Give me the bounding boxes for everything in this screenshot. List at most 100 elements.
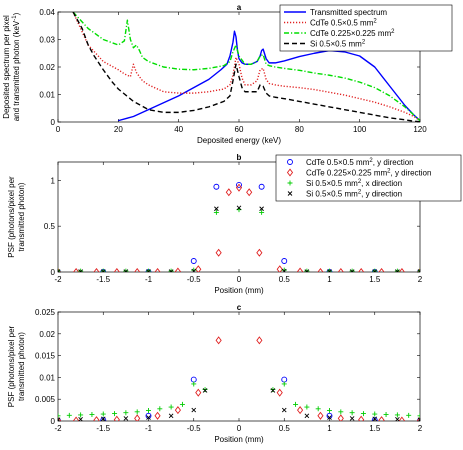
panel-c: -2 -1.5 -1 -0.5 0 0.5 1 1.5 2 0 0.005 0.01 0.015 0.02… bbox=[7, 303, 423, 444]
y-tick-label: 0.01 bbox=[39, 91, 55, 100]
data-point bbox=[191, 407, 197, 413]
legend-label: CdTe 0.225×0.225 mm2, y direction bbox=[306, 169, 431, 178]
data-point bbox=[337, 414, 344, 421]
data-point bbox=[417, 413, 420, 419]
panel-title: b bbox=[237, 153, 242, 162]
data-point bbox=[317, 267, 324, 272]
x-tick-label: -1.5 bbox=[96, 424, 110, 433]
y-tick-label: 0.03 bbox=[39, 36, 55, 45]
data-point bbox=[259, 206, 264, 212]
legend-label-part: Transmitted spectrum bbox=[310, 8, 387, 17]
data-point bbox=[145, 412, 152, 419]
data-point bbox=[202, 387, 208, 393]
legend-label-sup: 2 bbox=[358, 179, 362, 185]
data-point bbox=[58, 417, 61, 421]
legend-box bbox=[275, 154, 462, 202]
data-point bbox=[191, 381, 197, 387]
x-tick-label: 1.5 bbox=[369, 275, 381, 284]
y-axis-label-sup: -1 bbox=[12, 15, 18, 21]
x-tick-label: 60 bbox=[235, 125, 244, 134]
x-tick-label: 0 bbox=[56, 125, 61, 134]
x-tick-label: -1 bbox=[145, 275, 153, 284]
data-point bbox=[100, 417, 107, 421]
data-point bbox=[100, 411, 106, 417]
data-point bbox=[146, 408, 151, 414]
data-point bbox=[73, 267, 80, 272]
y-axis-label-part: and transmitted photon (keV bbox=[12, 20, 21, 121]
data-point bbox=[378, 267, 385, 272]
data-point bbox=[327, 415, 332, 420]
legend-marker bbox=[287, 180, 293, 186]
data-point bbox=[190, 376, 197, 383]
legend-label-sup: 2 bbox=[369, 158, 373, 164]
data-point bbox=[134, 267, 141, 272]
data-point bbox=[270, 387, 276, 393]
data-point bbox=[395, 269, 400, 272]
legend-label-part: , x direction bbox=[361, 179, 402, 188]
x-tick-label: 0 bbox=[237, 424, 242, 433]
data-point bbox=[123, 269, 129, 272]
legend-label-part: Si 0.5×0.5 mm bbox=[310, 40, 362, 49]
y-tick-label: 0.04 bbox=[39, 8, 55, 17]
data-point bbox=[100, 416, 106, 421]
data-point bbox=[246, 188, 253, 197]
data-point bbox=[349, 410, 355, 416]
y-axis-label: PSF (photons/pixel per bbox=[7, 176, 16, 258]
data-point bbox=[191, 267, 197, 272]
x-tick-label: 0.5 bbox=[279, 424, 291, 433]
data-point bbox=[113, 415, 120, 421]
plot-area bbox=[58, 336, 420, 421]
data-point bbox=[338, 409, 344, 415]
legend-label-part: , y direction bbox=[361, 190, 402, 199]
data-point bbox=[304, 413, 310, 419]
data-point bbox=[398, 267, 405, 272]
x-tick-label: 20 bbox=[114, 125, 123, 134]
data-point bbox=[276, 265, 283, 272]
legend-marker bbox=[287, 191, 293, 196]
data-point bbox=[383, 411, 389, 417]
data-point bbox=[134, 409, 140, 415]
data-point bbox=[327, 408, 332, 414]
data-point bbox=[195, 265, 202, 272]
data-point bbox=[78, 269, 83, 272]
y-tick-label: 0.5 bbox=[44, 222, 56, 231]
data-point bbox=[304, 269, 310, 272]
data-point bbox=[215, 336, 222, 345]
y-axis-label: transmitted photon) bbox=[17, 332, 26, 401]
legend-label: Transmitted spectrum bbox=[310, 8, 387, 17]
legend-label-part: Si 0.5×0.5 mm bbox=[306, 190, 358, 199]
legend-label-sup: 2 bbox=[362, 40, 366, 46]
y-tick-label: 0.01 bbox=[39, 373, 55, 382]
data-point bbox=[256, 248, 263, 257]
x-axis-label: Position (mm) bbox=[214, 435, 264, 444]
data-point bbox=[157, 406, 163, 412]
data-point bbox=[358, 415, 365, 421]
data-point bbox=[372, 269, 378, 272]
series-line bbox=[118, 30, 420, 122]
x-tick-label: -2 bbox=[54, 424, 62, 433]
y-tick-label: 0 bbox=[51, 268, 56, 277]
data-point bbox=[154, 267, 161, 272]
data-point bbox=[349, 269, 355, 272]
data-point bbox=[327, 269, 332, 272]
data-point bbox=[89, 411, 95, 417]
y-tick-label: 0 bbox=[51, 118, 56, 127]
y-tick-label: 0.02 bbox=[39, 330, 55, 339]
x-tick-label: -1.5 bbox=[96, 275, 110, 284]
data-point bbox=[113, 267, 120, 272]
data-point bbox=[78, 416, 83, 421]
legend-label-part: CdTe 0.5×0.5 mm bbox=[306, 158, 370, 167]
data-point bbox=[168, 269, 174, 272]
legend-label-part: CdTe 0.225×0.225 mm bbox=[310, 29, 391, 38]
data-point bbox=[58, 268, 61, 272]
x-tick-label: 1 bbox=[327, 424, 332, 433]
data-point bbox=[236, 181, 242, 188]
data-point bbox=[214, 206, 219, 212]
legend-box bbox=[279, 4, 453, 52]
data-point bbox=[270, 388, 276, 393]
x-tick-label: 1 bbox=[327, 275, 332, 284]
y-tick-label: 0.005 bbox=[35, 395, 56, 404]
data-point bbox=[398, 416, 405, 421]
legend-label-part: , y direction bbox=[391, 169, 432, 178]
